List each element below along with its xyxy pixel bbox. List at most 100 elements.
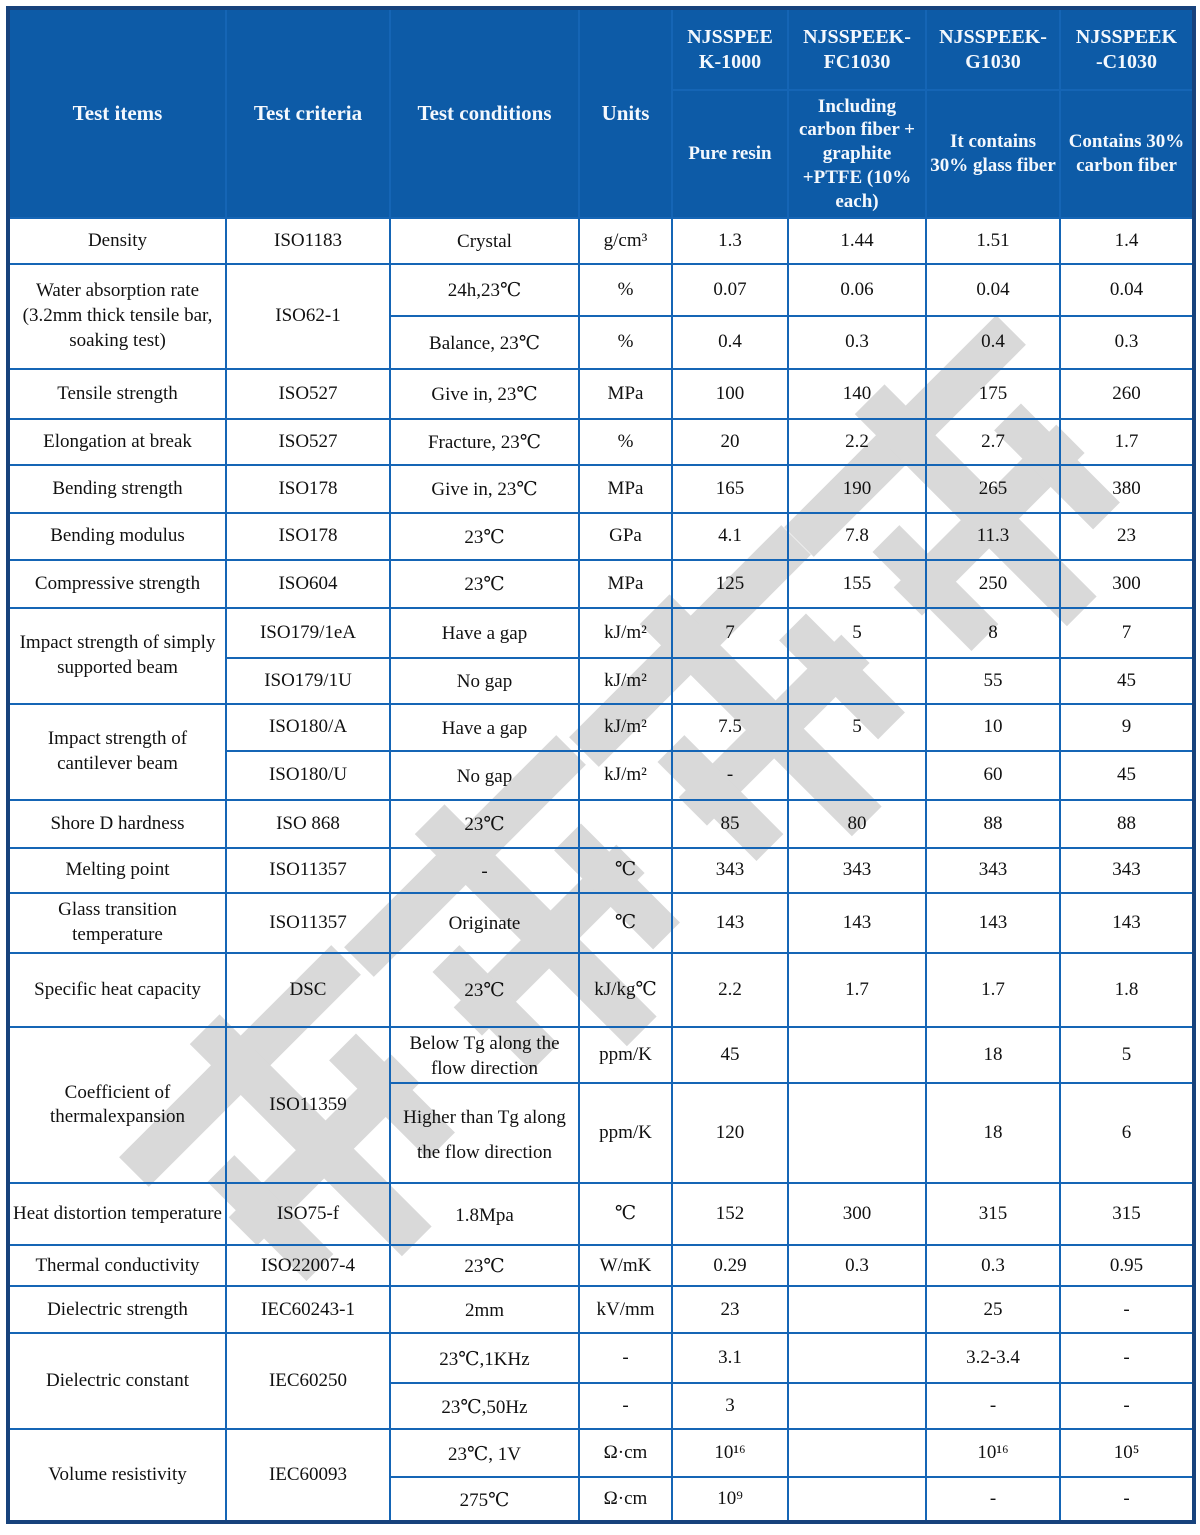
cell-value: 155 — [787, 559, 927, 609]
cell-condition: 24h,23℃ — [389, 263, 580, 317]
cell-value: 60 — [925, 750, 1061, 801]
cell-value: 0.07 — [671, 263, 789, 317]
product-desc-c1030: Contains 30% carbon fiber — [1059, 89, 1195, 219]
cell-value: 315 — [925, 1182, 1061, 1247]
cell-condition: Balance, 23℃ — [389, 315, 580, 370]
cell-unit: g/cm³ — [578, 217, 673, 265]
cell-unit: - — [578, 1382, 673, 1431]
cell-value: 265 — [925, 464, 1061, 514]
product-desc-fc1030: Including carbon fiber + graphite +PTFE … — [787, 89, 927, 219]
product-name-line: NJSSPEE — [687, 25, 773, 48]
cell-value: 300 — [1059, 559, 1195, 609]
cell-condition: Fracture, 23℃ — [389, 418, 580, 466]
cell-value — [787, 750, 927, 801]
cell-item: Thermal conductivity — [7, 1244, 227, 1288]
cell-value — [787, 1476, 927, 1524]
cell-unit: W/mK — [578, 1244, 673, 1288]
cell-condition: 275℃ — [389, 1476, 580, 1524]
cell-item: Water absorption rate (3.2mm thick tensi… — [7, 263, 227, 370]
cell-value: 2.2 — [671, 952, 789, 1028]
cell-criteria: ISO179/1eA — [225, 607, 391, 659]
cell-value: 5 — [1059, 1025, 1195, 1085]
cell-condition: Give in, 23℃ — [389, 464, 580, 514]
cell-criteria: ISO 868 — [225, 799, 391, 849]
row-bending-strength: Bending strength ISO178 Give in, 23℃ MPa… — [7, 464, 1195, 514]
cell-condition: 23℃ — [389, 559, 580, 609]
cell-value: 10 — [925, 703, 1061, 752]
cell-value: 1.7 — [925, 952, 1061, 1028]
cell-item: Volume resistivity — [7, 1428, 227, 1524]
cell-unit: - — [578, 1332, 673, 1385]
cell-value: 7.5 — [671, 703, 789, 752]
col-header-test-criteria: Test criteria — [225, 7, 391, 219]
product-header-k1000: NJSSPEE K-1000 — [671, 7, 789, 91]
cell-value: 165 — [671, 464, 789, 514]
cell-value: 9 — [1059, 703, 1195, 752]
cell-value: 175 — [925, 368, 1061, 420]
row-izod-notched: Impact strength of cantilever beam ISO18… — [7, 703, 1195, 801]
cell-unit: kJ/kg℃ — [578, 952, 673, 1028]
cell-value — [787, 1082, 927, 1185]
cell-criteria: ISO604 — [225, 559, 391, 609]
cell-value: 260 — [1059, 368, 1195, 420]
peek-data-table: Test items Test criteria Test conditions… — [6, 6, 1196, 1525]
cell-condition: 23℃ — [389, 1244, 580, 1288]
col-header-test-items: Test items — [7, 7, 227, 219]
cell-item: Shore D hardness — [7, 799, 227, 849]
cell-unit: MPa — [578, 368, 673, 420]
cell-value: - — [925, 1382, 1061, 1431]
product-desc-k1000: Pure resin — [671, 89, 789, 219]
cell-condition: Crystal — [389, 217, 580, 265]
row-tensile-strength: Tensile strength ISO527 Give in, 23℃ MPa… — [7, 368, 1195, 420]
cell-value: 0.4 — [671, 315, 789, 370]
cell-value: 45 — [1059, 750, 1195, 801]
cell-item: Dielectric constant — [7, 1332, 227, 1431]
cell-value: 45 — [671, 1025, 789, 1085]
cell-item: Glass transition temperature — [7, 892, 227, 954]
cell-value: 343 — [787, 847, 927, 894]
cell-value: 1.51 — [925, 217, 1061, 265]
cell-criteria: ISO1183 — [225, 217, 391, 265]
product-name-line: NJSSPEEK — [1075, 25, 1178, 48]
cell-unit — [578, 799, 673, 849]
cell-value: 100 — [671, 368, 789, 420]
cell-value: 8 — [925, 607, 1061, 659]
cell-unit: % — [578, 315, 673, 370]
cell-unit: MPa — [578, 559, 673, 609]
cell-value — [787, 1285, 927, 1335]
cell-value: 143 — [671, 892, 789, 954]
cell-condition: Give in, 23℃ — [389, 368, 580, 420]
cell-value: 2.7 — [925, 418, 1061, 466]
cell-item: Bending modulus — [7, 512, 227, 561]
row-water-absorption-balance: Balance, 23℃ % 0.4 0.3 0.4 0.3 — [8, 315, 1195, 370]
cell-value: 5 — [787, 703, 927, 752]
cell-value: 380 — [1059, 464, 1195, 514]
cell-unit: MPa — [578, 464, 673, 514]
cell-condition: No gap — [389, 657, 580, 705]
cell-unit: % — [578, 418, 673, 466]
cell-criteria: ISO527 — [225, 368, 391, 420]
cell-value: 300 — [787, 1182, 927, 1247]
cell-value: - — [1059, 1382, 1195, 1431]
cell-value: 3.1 — [671, 1332, 789, 1385]
cell-value — [787, 1382, 927, 1431]
cell-condition: 23℃ — [389, 512, 580, 561]
row-dielectric-constant-50hz: 23℃,50Hz - 3 - - — [8, 1382, 1195, 1431]
product-name-line: G1030 — [965, 50, 1021, 73]
cell-condition: - — [389, 847, 580, 894]
cell-criteria: IEC60250 — [225, 1332, 391, 1431]
row-volume-resistivity-23c: Volume resistivity IEC60093 23℃, 1V Ω·cm… — [7, 1428, 1195, 1524]
cell-value: 7.8 — [787, 512, 927, 561]
cell-value: 0.95 — [1059, 1244, 1195, 1288]
cell-condition: No gap — [389, 750, 580, 801]
cell-criteria: ISO527 — [225, 418, 391, 466]
cell-value: 5 — [787, 607, 927, 659]
cell-value: 4.1 — [671, 512, 789, 561]
cell-value: - — [671, 750, 789, 801]
cell-unit: ℃ — [578, 847, 673, 894]
cell-value: 250 — [925, 559, 1061, 609]
cell-item: Heat distortion temperature — [7, 1182, 227, 1247]
cell-condition: Have a gap — [389, 607, 580, 659]
row-izod-unnotched: ISO180/U No gap kJ/m² - 60 45 — [8, 750, 1195, 801]
cell-value: 10⁵ — [1059, 1428, 1195, 1479]
